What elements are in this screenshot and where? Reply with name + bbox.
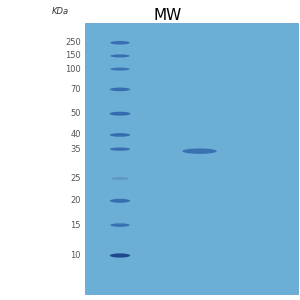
Ellipse shape: [110, 148, 130, 151]
Text: 250: 250: [65, 38, 81, 47]
Text: 20: 20: [70, 196, 81, 205]
Ellipse shape: [110, 54, 130, 57]
Text: 35: 35: [70, 145, 81, 154]
Ellipse shape: [110, 68, 130, 70]
Text: 40: 40: [70, 130, 81, 140]
Text: 150: 150: [65, 51, 81, 60]
Ellipse shape: [110, 112, 130, 116]
Text: 25: 25: [70, 174, 81, 183]
Text: KDa: KDa: [51, 8, 69, 16]
Text: 50: 50: [70, 109, 81, 118]
Text: 70: 70: [70, 85, 81, 94]
Ellipse shape: [182, 148, 217, 154]
Ellipse shape: [110, 254, 130, 258]
Text: 100: 100: [65, 64, 81, 74]
Text: 10: 10: [70, 251, 81, 260]
FancyBboxPatch shape: [85, 22, 298, 294]
Ellipse shape: [110, 133, 130, 137]
Ellipse shape: [110, 88, 130, 91]
Text: 15: 15: [70, 220, 81, 230]
Ellipse shape: [111, 177, 129, 180]
Ellipse shape: [110, 223, 130, 227]
Ellipse shape: [110, 41, 130, 45]
Text: MW: MW: [154, 8, 182, 22]
Ellipse shape: [110, 199, 130, 203]
